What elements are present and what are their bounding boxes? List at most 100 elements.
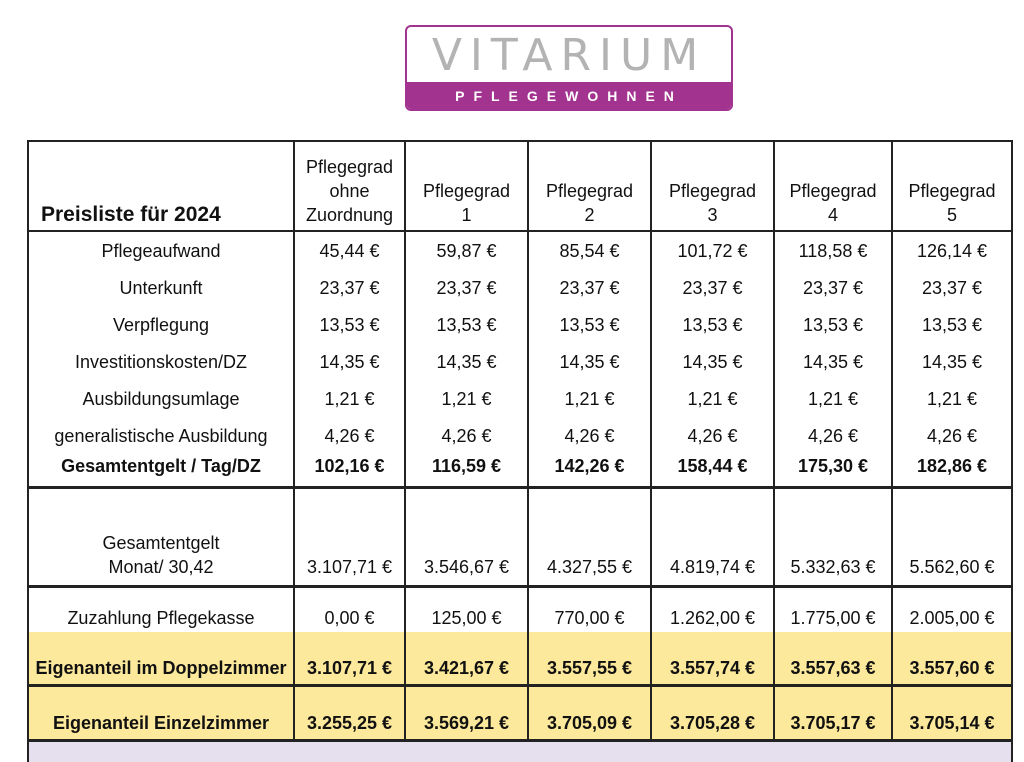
cell: 3.546,67 € xyxy=(405,488,528,587)
cell: 5.332,63 € xyxy=(774,488,892,587)
cell: 3.557,63 € xyxy=(774,632,892,686)
row-label: Zuzahlung Pflegekasse xyxy=(28,587,294,633)
table-row: Ausbildungsumlage 1,21 € 1,21 € 1,21 € 1… xyxy=(28,380,1012,417)
cell: 4.819,74 € xyxy=(651,488,774,587)
cell: 125,00 € xyxy=(405,587,528,633)
cell: 5.562,60 € xyxy=(892,488,1012,587)
row-label: generalistische Ausbildung xyxy=(28,417,294,454)
row-label: Verpflegung xyxy=(28,306,294,343)
cell: 13,53 € xyxy=(892,306,1012,343)
cell: 23,37 € xyxy=(892,269,1012,306)
table-row: Unterkunft 23,37 € 23,37 € 23,37 € 23,37… xyxy=(28,269,1012,306)
table-row: Investitionskosten/DZ 14,35 € 14,35 € 14… xyxy=(28,343,1012,380)
footer-strip xyxy=(28,741,1012,762)
table-row: Pflegeaufwand 45,44 € 59,87 € 85,54 € 10… xyxy=(28,231,1012,269)
cell: 3.557,55 € xyxy=(528,632,651,686)
single-room-row: Eigenanteil Einzelzimmer 3.255,25 € 3.56… xyxy=(28,686,1012,741)
cell: 23,37 € xyxy=(774,269,892,306)
cell: 14,35 € xyxy=(294,343,405,380)
cell: 142,26 € xyxy=(528,454,651,488)
cell: 23,37 € xyxy=(294,269,405,306)
cell: 3.569,21 € xyxy=(405,686,528,741)
cell: 13,53 € xyxy=(651,306,774,343)
cell: 4,26 € xyxy=(294,417,405,454)
cell: 13,53 € xyxy=(774,306,892,343)
cell: 1,21 € xyxy=(892,380,1012,417)
cell: 23,37 € xyxy=(651,269,774,306)
logo-brand: VITARIUM xyxy=(407,27,731,83)
cell: 1.775,00 € xyxy=(774,587,892,633)
row-label: Pflegeaufwand xyxy=(28,231,294,269)
cell: 1.262,00 € xyxy=(651,587,774,633)
cell: 3.421,67 € xyxy=(405,632,528,686)
cell: 3.705,28 € xyxy=(651,686,774,741)
vitarium-logo: VITARIUM PFLEGEWOHNEN xyxy=(405,25,733,111)
cell: 3.705,14 € xyxy=(892,686,1012,741)
cell: 3.557,60 € xyxy=(892,632,1012,686)
footer-cell xyxy=(28,741,1012,762)
cell: 4,26 € xyxy=(405,417,528,454)
cell: 85,54 € xyxy=(528,231,651,269)
cell: 14,35 € xyxy=(528,343,651,380)
cell: 4,26 € xyxy=(892,417,1012,454)
cell: 13,53 € xyxy=(405,306,528,343)
cell: 14,35 € xyxy=(774,343,892,380)
row-label: Unterkunft xyxy=(28,269,294,306)
cell: 1,21 € xyxy=(651,380,774,417)
cell: 14,35 € xyxy=(405,343,528,380)
cell: 1,21 € xyxy=(774,380,892,417)
row-label: Gesamtentgelt / Tag/DZ xyxy=(28,454,294,488)
cell: 2.005,00 € xyxy=(892,587,1012,633)
cell: 101,72 € xyxy=(651,231,774,269)
row-label: Eigenanteil im Doppelzimmer xyxy=(28,632,294,686)
table-row: Verpflegung 13,53 € 13,53 € 13,53 € 13,5… xyxy=(28,306,1012,343)
cell: 126,14 € xyxy=(892,231,1012,269)
cell: 14,35 € xyxy=(892,343,1012,380)
cell: 182,86 € xyxy=(892,454,1012,488)
cell: 175,30 € xyxy=(774,454,892,488)
row-label: Ausbildungsumlage xyxy=(28,380,294,417)
cell: 1,21 € xyxy=(294,380,405,417)
cell: 0,00 € xyxy=(294,587,405,633)
cell: 102,16 € xyxy=(294,454,405,488)
cell: 1,21 € xyxy=(528,380,651,417)
cell: 3.107,71 € xyxy=(294,632,405,686)
cell: 13,53 € xyxy=(528,306,651,343)
cell: 1,21 € xyxy=(405,380,528,417)
cell: 3.107,71 € xyxy=(294,488,405,587)
cell: 4,26 € xyxy=(528,417,651,454)
cell: 116,59 € xyxy=(405,454,528,488)
cell: 3.705,17 € xyxy=(774,686,892,741)
table-row: generalistische Ausbildung 4,26 € 4,26 €… xyxy=(28,417,1012,454)
cell: 4.327,55 € xyxy=(528,488,651,587)
cell: 770,00 € xyxy=(528,587,651,633)
row-label: Eigenanteil Einzelzimmer xyxy=(28,686,294,741)
cell: 14,35 € xyxy=(651,343,774,380)
cell: 45,44 € xyxy=(294,231,405,269)
cell: 158,44 € xyxy=(651,454,774,488)
cell: 59,87 € xyxy=(405,231,528,269)
cell: 3.705,09 € xyxy=(528,686,651,741)
row-label: Investitionskosten/DZ xyxy=(28,343,294,380)
cell: 23,37 € xyxy=(528,269,651,306)
cell: 13,53 € xyxy=(294,306,405,343)
double-room-row: Eigenanteil im Doppelzimmer 3.107,71 € 3… xyxy=(28,632,1012,686)
total-day-row: Gesamtentgelt / Tag/DZ 102,16 € 116,59 €… xyxy=(28,454,1012,488)
cell: 4,26 € xyxy=(774,417,892,454)
cell: 3.557,74 € xyxy=(651,632,774,686)
cell: 118,58 € xyxy=(774,231,892,269)
cell: 4,26 € xyxy=(651,417,774,454)
cell: 23,37 € xyxy=(405,269,528,306)
cell: 3.255,25 € xyxy=(294,686,405,741)
care-fund-row: Zuzahlung Pflegekasse 0,00 € 125,00 € 77… xyxy=(28,587,1012,633)
logo-subtitle: PFLEGEWOHNEN xyxy=(407,82,731,109)
